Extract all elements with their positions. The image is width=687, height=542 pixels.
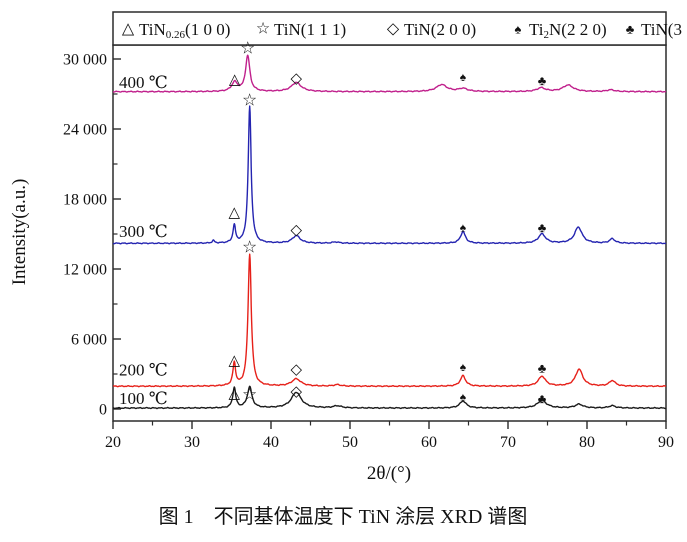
x-axis-label: 2θ/(°) <box>367 463 411 484</box>
spade-marker-icon: ♠ <box>460 70 467 84</box>
series-label-200℃: 200 ℃ <box>119 361 168 380</box>
plot-frame <box>112 11 667 422</box>
diamond-marker-icon: ◇ <box>291 223 303 239</box>
legend: △ TiN0.26(1 0 0) ☆ TiN(1 1 1) ◇ TiN(2 0 0) ♠ Ti… <box>122 20 687 41</box>
star-marker-icon: ☆ <box>242 90 257 109</box>
diamond-marker-icon: ◇ <box>291 362 303 378</box>
legend-item-label: TiN0.26(1 0 0) <box>139 20 230 41</box>
x-tick-label: 20 <box>105 434 121 451</box>
x-tick-label: 40 <box>263 434 279 451</box>
y-tick-label: 12 000 <box>63 262 107 279</box>
triangle-marker-icon: △ <box>228 205 240 221</box>
series-label-300℃: 300 ℃ <box>119 222 168 241</box>
diamond-legend-icon: ◇ <box>387 21 400 38</box>
legend-item-label: TiN(1 1 1) <box>274 20 346 39</box>
series-curves <box>112 54 667 410</box>
star-marker-icon: ☆ <box>242 237 257 256</box>
diamond-marker-icon: ◇ <box>291 384 303 400</box>
x-tick-label: 80 <box>579 434 595 451</box>
club-marker-icon: ♣ <box>538 73 547 88</box>
series-label-400℃: 400 ℃ <box>119 73 168 92</box>
y-tick-label: 6 000 <box>71 332 107 349</box>
legend-item-label: Ti2N(2 2 0) <box>529 20 607 41</box>
x-tick-label: 30 <box>184 434 200 451</box>
club-marker-icon: ♣ <box>538 220 547 235</box>
diamond-marker-icon: ◇ <box>291 71 303 87</box>
spade-marker-icon: ♠ <box>460 360 467 374</box>
y-tick-label: 18 000 <box>63 192 107 209</box>
series-label-100℃: 100 ℃ <box>119 389 168 408</box>
club-marker-icon: ♣ <box>538 391 547 406</box>
y-axis-label: Intensity(a.u.) <box>9 179 30 286</box>
club-legend-icon: ♣ <box>626 22 635 37</box>
legend-item-label: TiN(3 1 1) <box>641 20 687 39</box>
series-curve-300℃ <box>112 105 667 245</box>
x-tick-label: 50 <box>342 434 358 451</box>
spade-legend-icon: ♠ <box>515 22 522 37</box>
y-tick-label: 30 000 <box>63 52 107 69</box>
temperature-labels: 100 ℃ 200 ℃ 300 ℃ 400 ℃ <box>119 73 168 408</box>
series-curve-200℃ <box>112 253 667 388</box>
x-tick-label: 60 <box>421 434 437 451</box>
series-curve-400℃ <box>112 54 667 93</box>
club-marker-icon: ♣ <box>538 361 547 376</box>
x-tick-label: 70 <box>500 434 516 451</box>
triangle-marker-icon: △ <box>228 386 240 402</box>
legend-box <box>112 11 667 46</box>
series-curve-100℃ <box>112 385 667 410</box>
star-marker-icon: ☆ <box>240 38 255 57</box>
spade-marker-icon: ♠ <box>460 221 467 235</box>
triangle-legend-icon: △ <box>122 21 135 38</box>
axis-ticks: 20 30 40 50 60 70 80 90 0 6 000 12 000 18 000 24 000… <box>63 52 674 452</box>
peak-markers: △ ☆ ◇ ♠ ♣△☆◇ ♠ ♣△☆◇ ♠ ♣△☆◇ ♠ ♣ <box>228 38 546 406</box>
triangle-marker-icon: △ <box>228 353 240 369</box>
plot-border <box>112 44 667 422</box>
y-tick-label: 0 <box>99 402 107 419</box>
triangle-marker-icon: △ <box>229 72 241 88</box>
y-tick-label: 24 000 <box>63 122 107 139</box>
spade-marker-icon: ♠ <box>460 390 467 404</box>
star-marker-icon: ☆ <box>242 385 257 404</box>
figure-caption: 图 1 不同基体温度下 TiN 涂层 XRD 谱图 <box>159 505 528 528</box>
star-legend-icon: ☆ <box>256 21 270 38</box>
x-tick-label: 90 <box>658 434 674 451</box>
legend-item-label: TiN(2 0 0) <box>404 20 476 39</box>
